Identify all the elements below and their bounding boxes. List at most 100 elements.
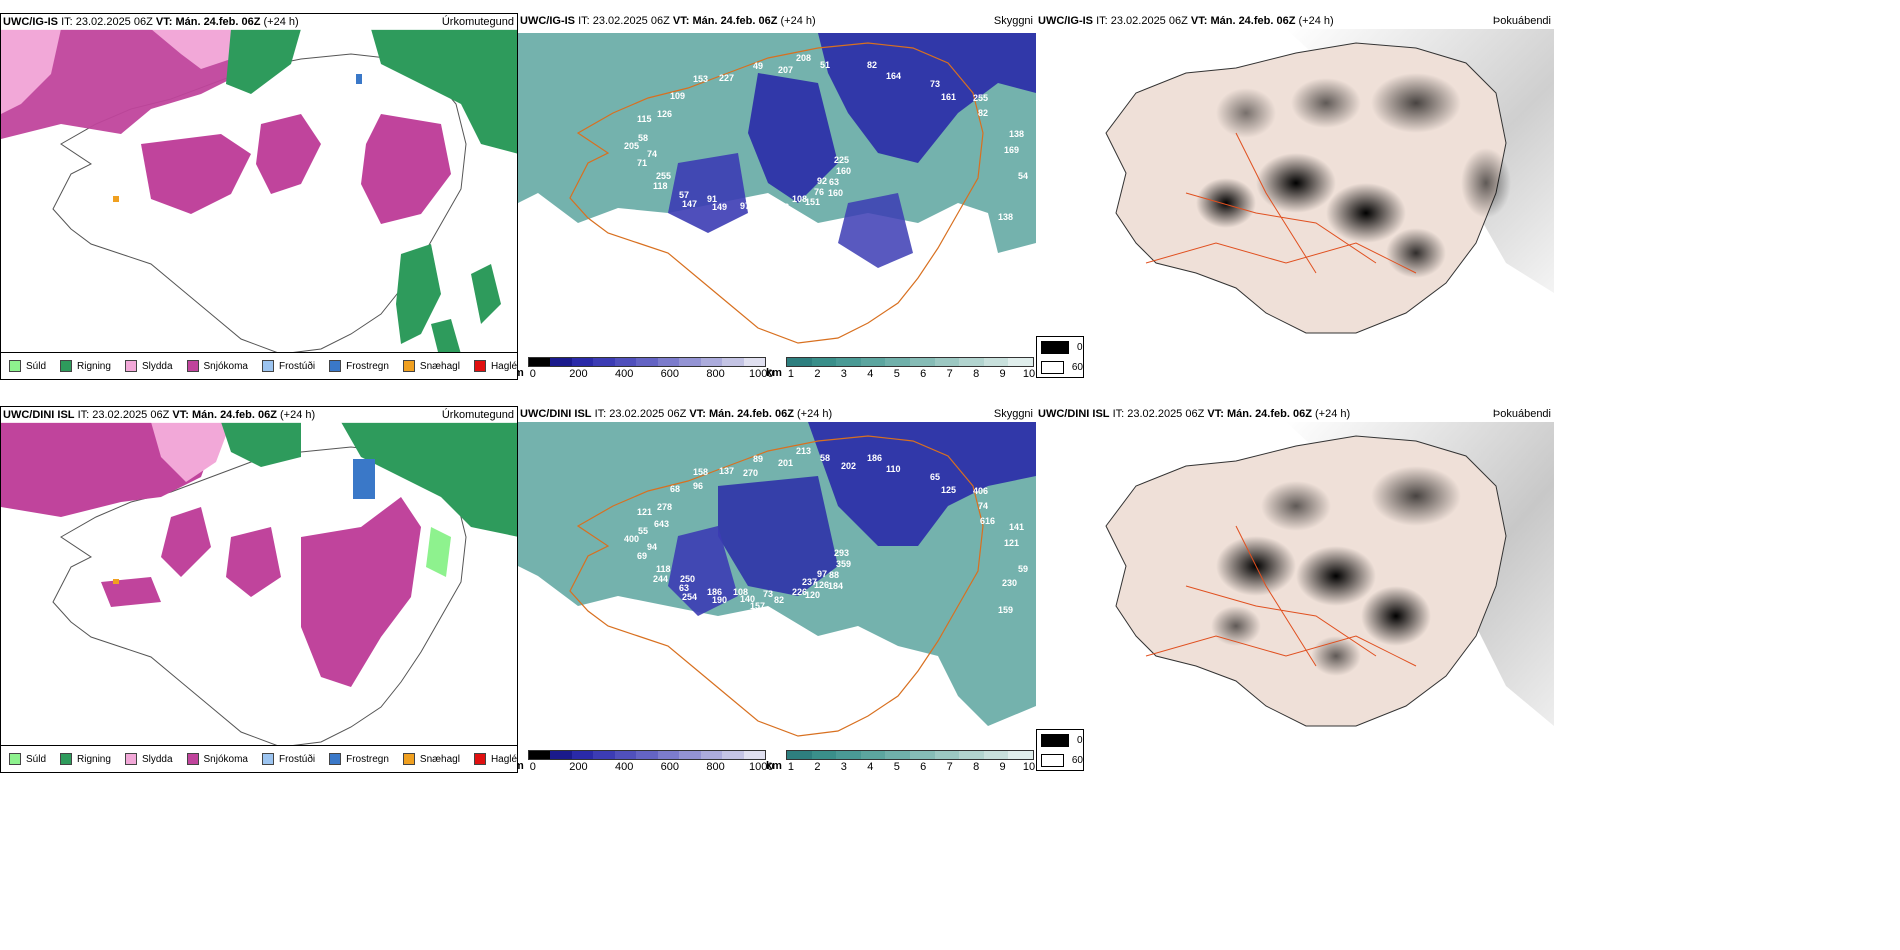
legend-item: Frostregn <box>329 753 389 765</box>
legend-label: Snæhagl <box>419 360 460 372</box>
colorbar-segment <box>959 751 984 759</box>
legend-label: Frostúði <box>278 360 316 372</box>
ceiling-label: 110 <box>886 464 901 474</box>
dew-key: 0 60 <box>1036 729 1084 771</box>
ceiling-label: 225 <box>834 155 849 165</box>
visibility-colorbar: km 1 2 3 4 5 6 7 8 9 10 <box>766 357 1035 380</box>
ceiling-label: 226 <box>792 587 807 597</box>
dew-key: 0 60 <box>1036 336 1084 378</box>
colorbar-segment <box>909 358 935 366</box>
dew-key-label: 60 <box>1071 361 1083 373</box>
ceiling-label: 68 <box>670 484 680 494</box>
ceiling-label: 96 <box>693 481 703 491</box>
ceiling-label: 120 <box>805 590 820 600</box>
legend-swatch <box>402 360 415 372</box>
cloud-map: 225 147 208 160 205 255 111 153 160 118 82 151 115 13… <box>518 29 1036 344</box>
ceiling-label: 58 <box>820 453 830 463</box>
legend-swatch <box>473 753 486 765</box>
ceiling-label: 73 <box>930 79 940 89</box>
dew-key-label: 0 <box>1077 341 1083 353</box>
panel-header: UWC/IG-IS IT: 23.02.2025 06Z VT: Mán. 24… <box>518 13 1036 29</box>
ceiling-label: 94 <box>647 542 657 552</box>
ceiling-label: 49 <box>753 61 763 71</box>
it-value: 23.02.2025 06Z <box>592 15 670 27</box>
dew-key-swatch <box>1041 753 1064 767</box>
legend-label: Snæhagl <box>419 753 460 765</box>
legend-item: Slydda <box>124 753 173 765</box>
panel-header: UWC/IG-IS IT: 23.02.2025 06Z VT: Mán. 24… <box>1 14 517 30</box>
panel-title: Þokuábendi <box>1492 15 1551 27</box>
ceiling-label: 121 <box>1004 538 1019 548</box>
it-value: 23.02.2025 06Z <box>75 16 153 28</box>
colorbar-tick: 7 <box>946 761 953 773</box>
colorbar-segment <box>959 358 984 366</box>
colorbar-segment <box>529 751 551 759</box>
vt-label: VT: <box>172 409 189 421</box>
colorbar-tick: 5 <box>893 368 900 380</box>
panel-title: Þokuábendi <box>1492 408 1551 420</box>
legend-label: Frostúði <box>278 753 316 765</box>
ceiling-label: 359 <box>836 559 851 569</box>
legend-label: Frostregn <box>346 360 389 372</box>
dew-key-swatch <box>1041 733 1069 747</box>
colorbar-tick: 400 <box>614 368 634 380</box>
model-name: UWC/IG-IS <box>1038 15 1093 27</box>
ceiling-label: 250 <box>680 574 695 584</box>
colorbar-segment <box>934 358 960 366</box>
ceiling-label: 118 <box>656 564 671 574</box>
ceiling-label: 207 <box>778 65 793 75</box>
colorbar-segment <box>657 751 680 759</box>
legend-label: Súld <box>26 753 47 765</box>
legend-item: Slydda <box>124 360 173 372</box>
legend-item: Súld <box>9 360 46 372</box>
ceiling-label: 65 <box>930 472 940 482</box>
dew-key-swatch <box>1041 340 1069 354</box>
colorbar-tick: 8 <box>973 761 980 773</box>
legend-swatch <box>329 360 342 372</box>
colorbar-segment <box>811 751 837 759</box>
colorbar-segment <box>983 751 1009 759</box>
legend-swatch <box>124 360 137 372</box>
ceiling-label: 643 <box>654 519 669 529</box>
ceiling-label: 109 <box>670 91 685 101</box>
colorbar-segment <box>550 751 572 759</box>
ceiling-label: 126 <box>814 580 829 590</box>
legend-swatch <box>60 360 73 372</box>
ceiling-label: 54 <box>1018 171 1028 181</box>
colorbar-tick: 1000 <box>748 368 774 380</box>
ceiling-label: 237 <box>802 577 817 587</box>
colorbar-tick: 9 <box>999 368 1006 380</box>
colorbar-segment <box>885 358 910 366</box>
legend-item: Frostúði <box>261 753 316 765</box>
colorbar-tick: 800 <box>706 761 725 773</box>
ceiling-label: 244 <box>653 574 668 584</box>
ceiling-label: 73 <box>763 589 773 599</box>
cloud-panel-top: UWC/IG-IS IT: 23.02.2025 06Z VT: Mán. 24… <box>518 13 1036 380</box>
colorbar-segment <box>700 751 723 759</box>
legend-swatch <box>261 360 274 372</box>
colorbar-tick: 200 <box>569 761 588 773</box>
it-label: IT: <box>578 15 590 27</box>
legend-label: Slydda <box>141 360 173 372</box>
vt-value: Mán. 24.feb. 06Z <box>191 409 277 421</box>
ceiling-label: 160 <box>836 166 851 176</box>
colorbar-segment <box>700 358 723 366</box>
ceiling-label: 137 <box>719 466 734 476</box>
vt-label: VT: <box>1207 408 1224 420</box>
legend-item: Frostúði <box>261 360 316 372</box>
legend-label: Slydda <box>141 753 173 765</box>
colorbar-tick: 9 <box>999 761 1006 773</box>
dew-key-row: 60 <box>1037 357 1083 377</box>
dew-key-row: 0 <box>1037 730 1083 750</box>
ceiling-label: 164 <box>886 71 901 81</box>
colorbar-segment <box>860 751 886 759</box>
it-value: 23.02.2025 06Z <box>1127 408 1205 420</box>
legend-swatch <box>124 753 137 765</box>
ceiling-label: 202 <box>841 461 856 471</box>
panel-title: Skyggni <box>993 408 1033 420</box>
colorbar-tick: 200 <box>569 368 588 380</box>
legend-label: Snjókoma <box>203 753 248 765</box>
panel-header: UWC/DINI ISL IT: 23.02.2025 06Z VT: Mán.… <box>1036 406 1554 422</box>
colorbar-tick: 6 <box>920 368 927 380</box>
vt-label: VT: <box>1190 15 1208 27</box>
